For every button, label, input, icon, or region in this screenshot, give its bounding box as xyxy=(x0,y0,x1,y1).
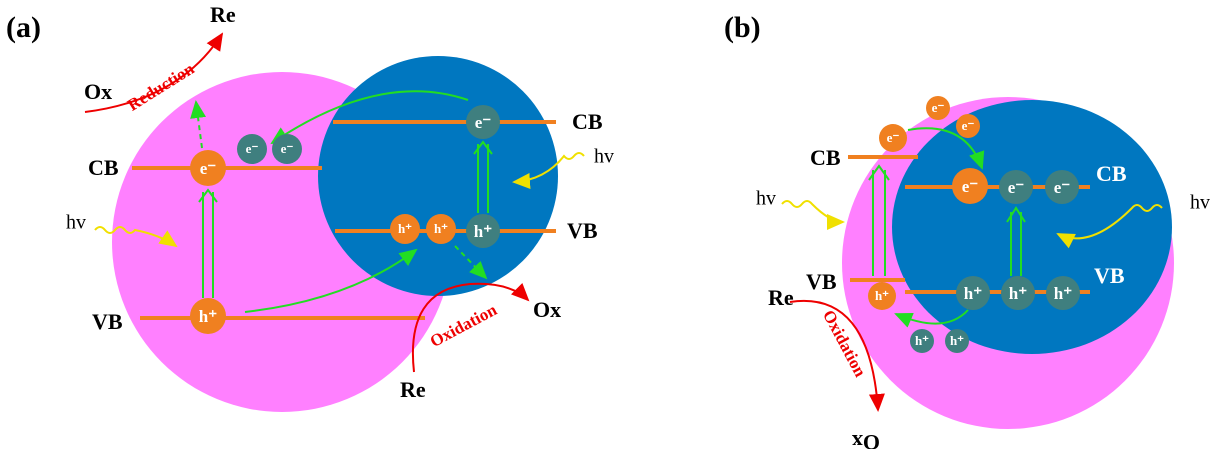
product: Re xyxy=(210,2,236,27)
electron: e⁻ xyxy=(246,141,259,156)
hole: h⁺ xyxy=(398,221,412,236)
hole: h⁺ xyxy=(1054,284,1072,303)
electron: e⁻ xyxy=(962,177,979,196)
electron: e⁻ xyxy=(1054,178,1071,197)
electron: e⁻ xyxy=(475,113,492,132)
reactant: Re xyxy=(768,285,794,310)
reactant: Ox xyxy=(84,79,112,104)
electron: e⁻ xyxy=(281,141,294,156)
hole: h⁺ xyxy=(434,221,448,236)
core xyxy=(892,100,1172,354)
electron: e⁻ xyxy=(932,100,945,115)
electron: e⁻ xyxy=(887,130,900,145)
cb-label: CB xyxy=(1096,161,1127,186)
light-label: hv xyxy=(1190,192,1210,214)
hole: h⁺ xyxy=(199,307,217,326)
panel-label: (b) xyxy=(724,11,761,44)
hole: h⁺ xyxy=(474,222,492,241)
product: Ox xyxy=(533,297,561,322)
panel-b: e⁻ e⁻ e⁻ e⁻ e⁻ e⁻ h⁺ h⁺ h⁺ h⁺ h⁺ h⁺ (b) … xyxy=(724,11,1210,449)
product: Ox xyxy=(852,430,880,449)
light-label: hv xyxy=(66,212,86,234)
reactant: Re xyxy=(400,377,426,402)
hole: h⁺ xyxy=(1009,284,1027,303)
panel-label: (a) xyxy=(6,11,41,44)
diagram: e⁻ h⁺ e⁻ e⁻ e⁻ h⁺ h⁺ h⁺ (a) CB VB hv CB … xyxy=(0,0,1225,449)
electron: e⁻ xyxy=(962,118,975,133)
vb-label: VB xyxy=(92,309,123,334)
vb-label: VB xyxy=(567,218,598,243)
hole: h⁺ xyxy=(875,288,889,303)
panel-a: e⁻ h⁺ e⁻ e⁻ e⁻ h⁺ h⁺ h⁺ (a) CB VB hv CB … xyxy=(6,2,614,412)
vb-label: VB xyxy=(1094,263,1125,288)
hole: h⁺ xyxy=(915,333,929,348)
cb-label: CB xyxy=(810,145,841,170)
electron: e⁻ xyxy=(1008,178,1025,197)
electron: e⁻ xyxy=(200,159,217,178)
hole: h⁺ xyxy=(964,284,982,303)
hole: h⁺ xyxy=(950,333,964,348)
vb-label: VB xyxy=(806,269,837,294)
cb-label: CB xyxy=(572,109,603,134)
cb-label: CB xyxy=(88,155,119,180)
light-label: hv xyxy=(756,188,776,210)
light-label: hv xyxy=(594,146,614,168)
